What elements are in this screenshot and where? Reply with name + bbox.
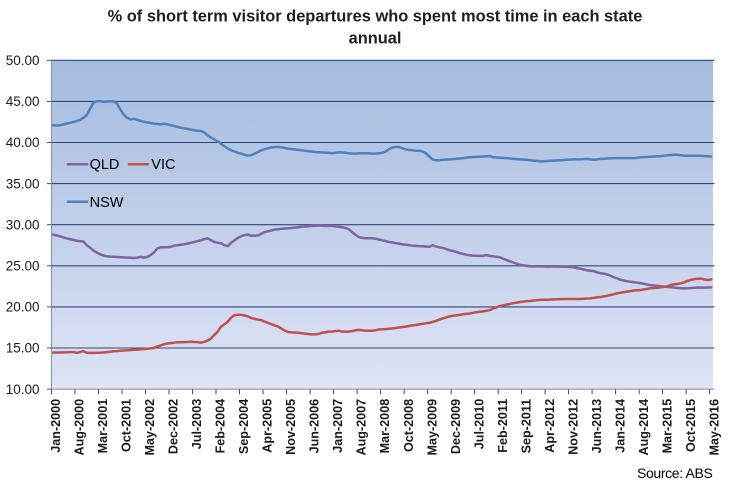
svg-text:Aug-2014: Aug-2014 [637, 399, 651, 456]
svg-text:Mar-2001: Mar-2001 [96, 399, 110, 454]
svg-text:Jan-2014: Jan-2014 [613, 399, 627, 453]
svg-text:% of short term visitor depart: % of short term visitor departures who s… [108, 8, 643, 26]
svg-text:Apr-2012: Apr-2012 [543, 399, 557, 453]
svg-text:Oct-2008: Oct-2008 [402, 399, 416, 452]
svg-text:Nov-2012: Nov-2012 [566, 399, 580, 455]
svg-text:May-2009: May-2009 [425, 399, 439, 456]
svg-text:15.00: 15.00 [6, 341, 40, 356]
svg-text:Mar-2015: Mar-2015 [660, 399, 674, 454]
svg-text:45.00: 45.00 [6, 94, 40, 109]
svg-text:Nov-2005: Nov-2005 [284, 399, 298, 455]
svg-text:10.00: 10.00 [6, 382, 40, 397]
svg-text:annual: annual [349, 30, 402, 48]
svg-text:Source: ABS: Source: ABS [637, 465, 713, 481]
svg-text:Aug-2000: Aug-2000 [73, 399, 87, 456]
svg-text:VIC: VIC [151, 157, 175, 173]
svg-text:35.00: 35.00 [6, 176, 40, 191]
svg-text:Mar-2008: Mar-2008 [378, 399, 392, 454]
svg-text:Jul-2010: Jul-2010 [472, 399, 486, 449]
svg-text:Apr-2005: Apr-2005 [261, 399, 275, 453]
svg-text:Feb-2011: Feb-2011 [496, 399, 510, 453]
svg-text:Jan-2000: Jan-2000 [49, 399, 63, 453]
svg-text:May-2002: May-2002 [143, 399, 157, 456]
svg-text:Dec-2009: Dec-2009 [449, 399, 463, 454]
svg-text:Aug-2007: Aug-2007 [355, 399, 369, 456]
svg-text:Dec-2002: Dec-2002 [167, 399, 181, 454]
svg-text:Jan-2007: Jan-2007 [331, 399, 345, 453]
svg-text:Oct-2015: Oct-2015 [684, 399, 698, 452]
svg-text:QLD: QLD [90, 157, 120, 173]
svg-text:Sep-2004: Sep-2004 [237, 399, 251, 454]
svg-text:Jun-2006: Jun-2006 [308, 399, 322, 454]
svg-text:May-2016: May-2016 [707, 399, 721, 456]
svg-text:30.00: 30.00 [6, 217, 40, 232]
svg-text:Feb-2004: Feb-2004 [214, 399, 228, 454]
svg-text:50.00: 50.00 [6, 53, 40, 68]
svg-text:Oct-2001: Oct-2001 [120, 399, 134, 452]
svg-text:Jun-2013: Jun-2013 [590, 399, 604, 454]
svg-text:40.00: 40.00 [6, 135, 40, 150]
svg-text:25.00: 25.00 [6, 259, 40, 274]
svg-text:NSW: NSW [90, 195, 124, 211]
svg-text:Jul-2003: Jul-2003 [190, 399, 204, 449]
svg-text:Sep-2011: Sep-2011 [519, 399, 533, 454]
svg-text:20.00: 20.00 [6, 300, 40, 315]
